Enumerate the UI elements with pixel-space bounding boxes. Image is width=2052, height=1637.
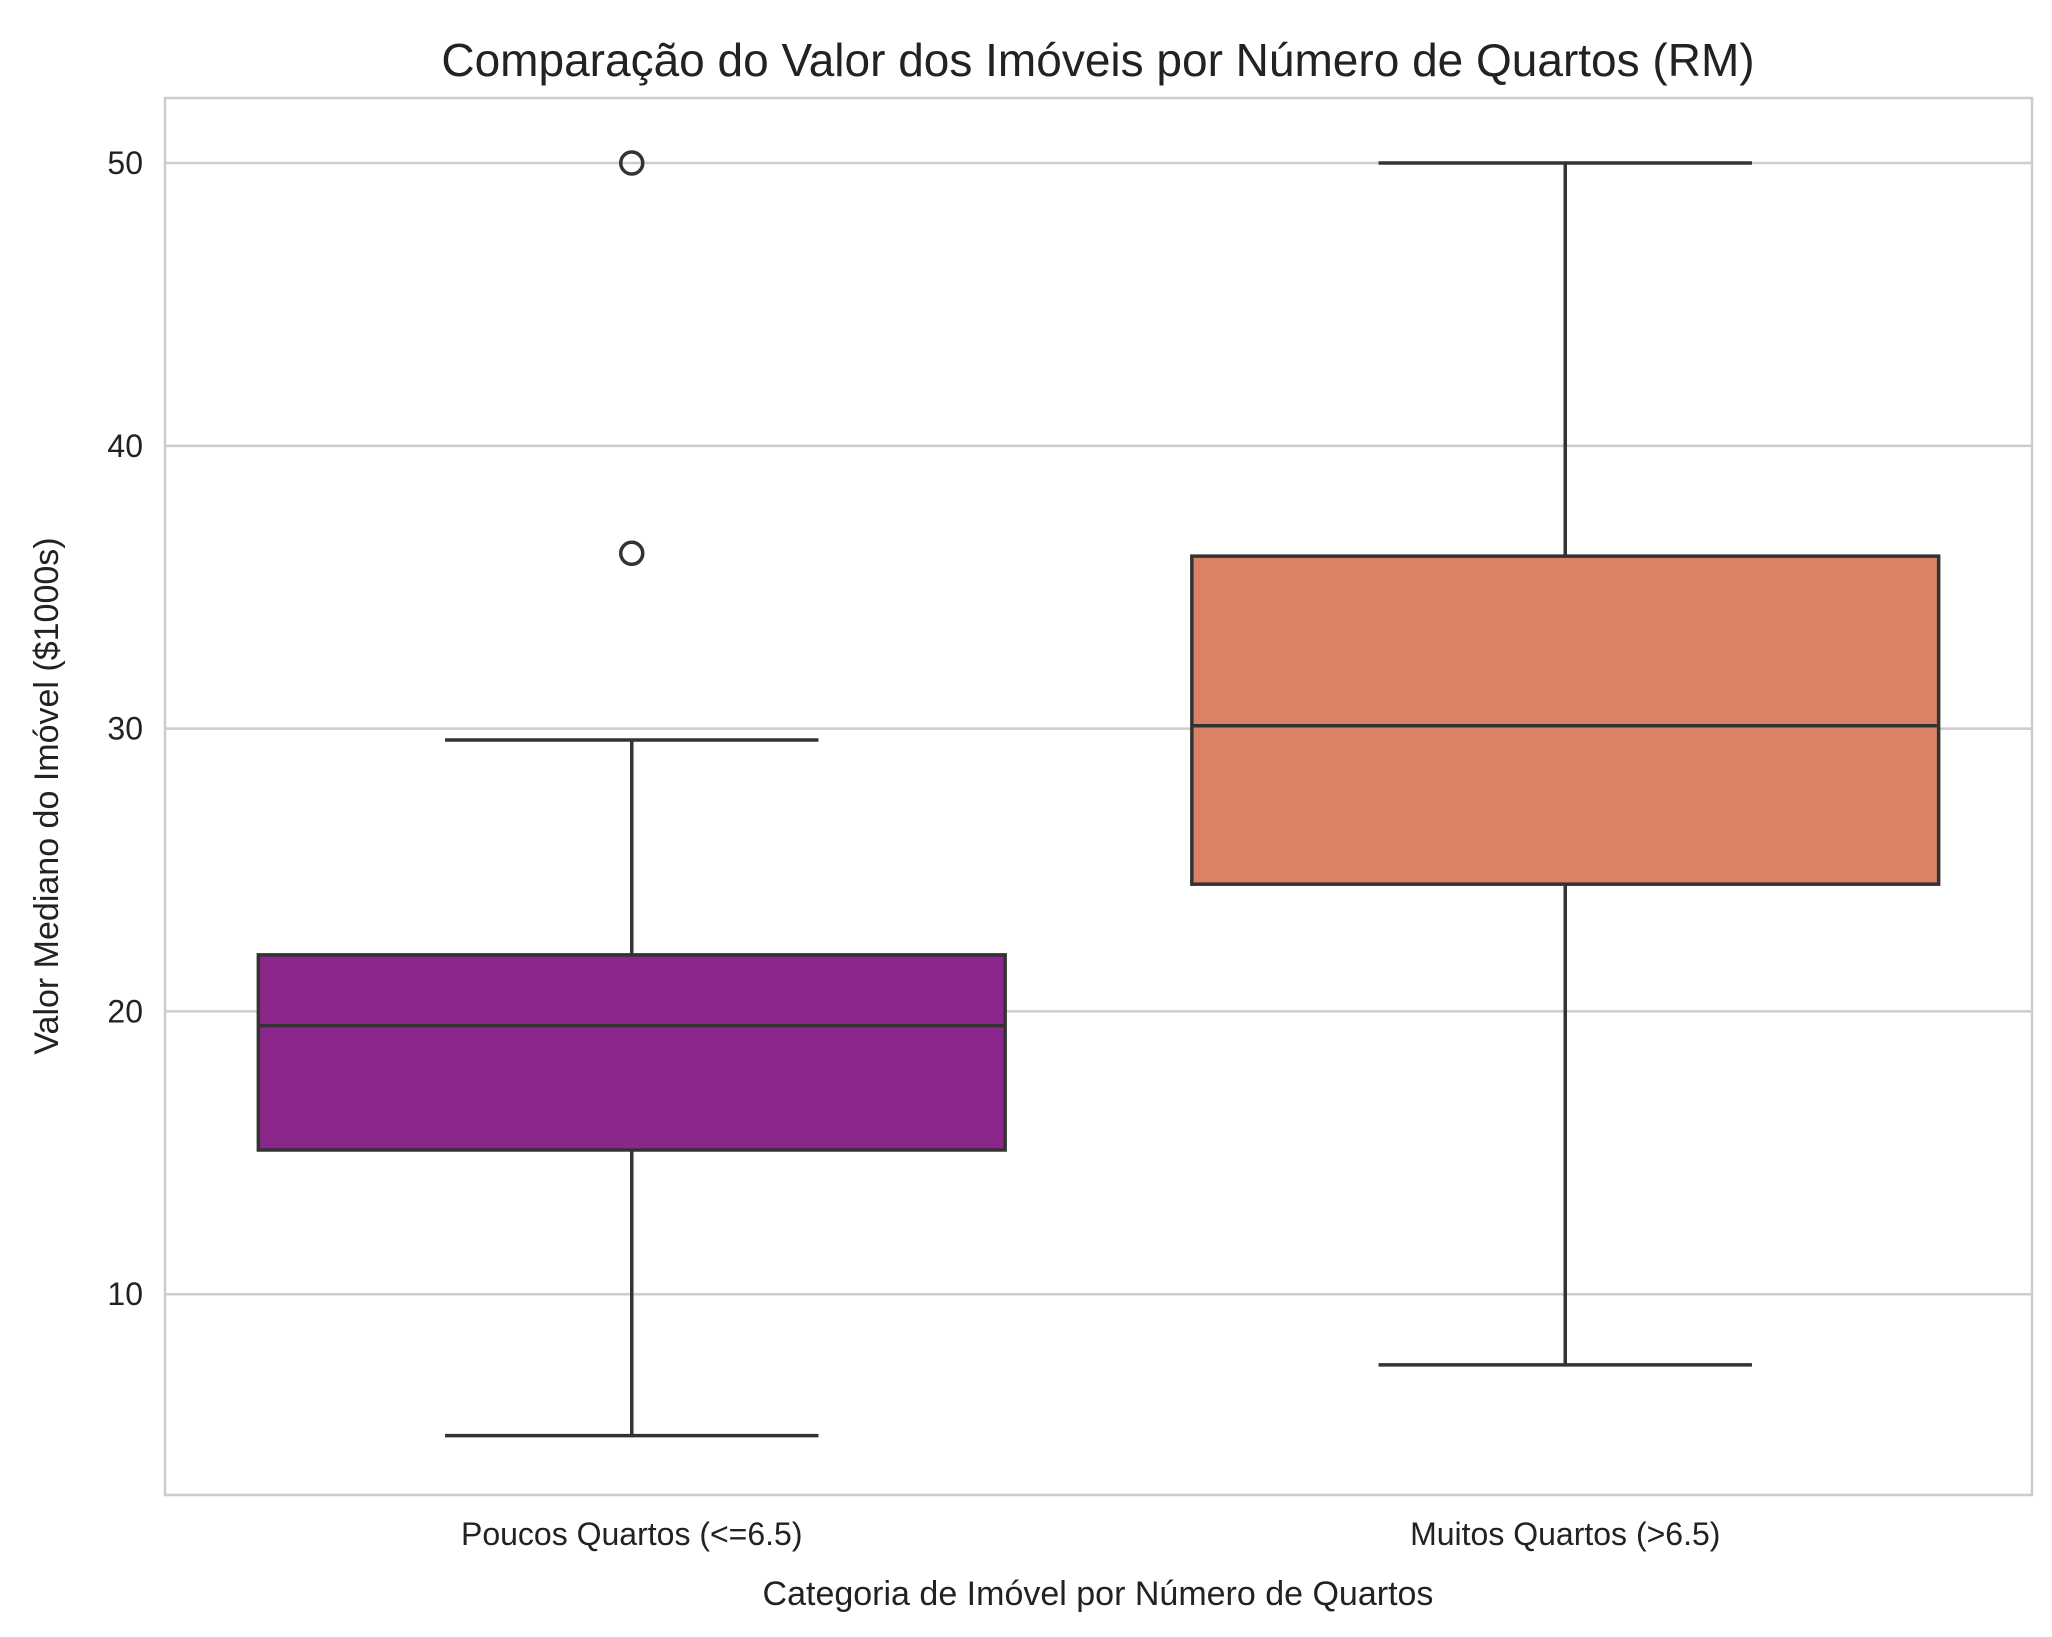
y-tick-label: 20 bbox=[107, 993, 143, 1029]
box-group bbox=[256, 150, 1007, 1438]
plot-frame bbox=[163, 96, 2034, 1497]
y-tick-label: 40 bbox=[107, 428, 143, 464]
x-tick-labels: Poucos Quartos (<=6.5) Muitos Quartos (>6… bbox=[461, 1516, 1720, 1552]
y-tick-labels: 10 20 30 40 50 bbox=[107, 145, 143, 1312]
iqr-box bbox=[256, 953, 1007, 1152]
x-axis-label: Categoria de Imóvel por Número de Quarto… bbox=[763, 1575, 1434, 1613]
y-tick-label: 50 bbox=[107, 145, 143, 181]
chart-title: Comparação do Valor dos Imóveis por Núme… bbox=[441, 34, 1754, 86]
y-axis-label: Valor Mediano do Imóvel ($1000s) bbox=[28, 537, 66, 1054]
box-group bbox=[1190, 161, 1941, 1367]
x-tick-label: Poucos Quartos (<=6.5) bbox=[461, 1516, 803, 1552]
iqr-box bbox=[1190, 554, 1941, 886]
y-tick-label: 10 bbox=[107, 1276, 143, 1312]
outlier-point bbox=[619, 540, 645, 567]
outlier-point bbox=[619, 150, 645, 176]
x-tick-label: Muitos Quartos (>6.5) bbox=[1410, 1516, 1720, 1552]
y-tick-label: 30 bbox=[107, 711, 143, 747]
boxes bbox=[256, 150, 1941, 1438]
